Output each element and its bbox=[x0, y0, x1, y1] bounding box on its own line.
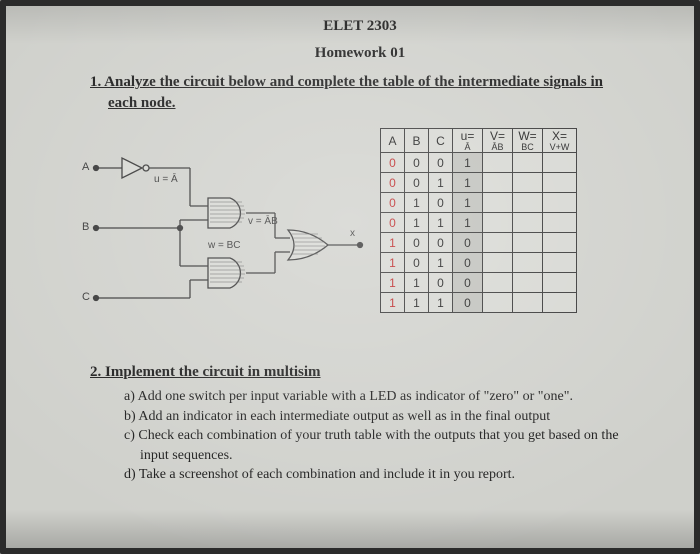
question-2-parts: a) Add one switch per input variable wit… bbox=[90, 387, 630, 485]
part-d: d) Take a screenshot of each combination… bbox=[124, 465, 630, 485]
signal-u-label: u = Ā bbox=[154, 174, 178, 185]
part-b: b) Add an indicator in each intermediate… bbox=[124, 407, 630, 427]
signal-w-label: w = BC bbox=[208, 240, 241, 251]
table-row: 1010 bbox=[381, 253, 577, 273]
homework-title: Homework 01 bbox=[90, 45, 630, 62]
table-row: 0001 bbox=[381, 153, 577, 173]
truth-table: A B C u=Ā V=ĀB W=BC X=V+W 00010011010101… bbox=[380, 128, 577, 313]
table-row: 0111 bbox=[381, 213, 577, 233]
table-row: 1000 bbox=[381, 233, 577, 253]
th-x: X=V+W bbox=[543, 129, 577, 153]
pin-c-label: C bbox=[82, 291, 90, 303]
pin-a-label: A bbox=[82, 161, 89, 173]
circuit-diagram: A B C u = Ā v = ĀB w = BC x bbox=[90, 128, 370, 338]
th-c: C bbox=[429, 129, 453, 153]
table-row: 1110 bbox=[381, 293, 577, 313]
question-2: 2. Implement the circuit in multisim bbox=[90, 364, 630, 381]
th-v: V=ĀB bbox=[483, 129, 513, 153]
pin-b-label: B bbox=[82, 221, 89, 233]
th-b: B bbox=[405, 129, 429, 153]
th-w: W=BC bbox=[513, 129, 543, 153]
signal-x-label: x bbox=[350, 228, 355, 239]
question-1: 1. Analyze the circuit below and complet… bbox=[90, 72, 630, 114]
part-a: a) Add one switch per input variable wit… bbox=[124, 387, 630, 407]
table-row: 1100 bbox=[381, 273, 577, 293]
th-a: A bbox=[381, 129, 405, 153]
course-code: ELET 2303 bbox=[90, 18, 630, 35]
signal-v-label: v = ĀB bbox=[248, 216, 278, 227]
table-row: 0011 bbox=[381, 173, 577, 193]
table-row: 0101 bbox=[381, 193, 577, 213]
th-u: u=Ā bbox=[453, 129, 483, 153]
part-c: c) Check each combination of your truth … bbox=[124, 426, 630, 465]
